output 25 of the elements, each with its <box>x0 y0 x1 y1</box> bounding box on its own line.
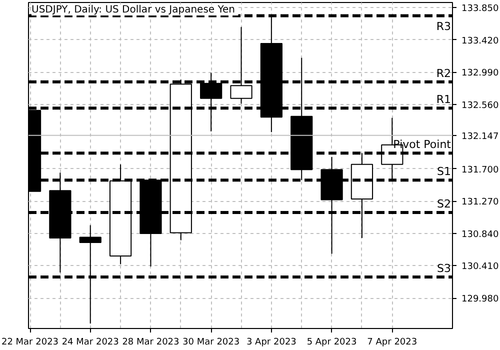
y-tick-label: 132.560 <box>462 100 499 111</box>
ref-line-label: R1 <box>436 93 452 106</box>
x-tick-label: 7 Apr 2023 <box>367 338 418 348</box>
y-tick-label: 130.410 <box>462 262 499 272</box>
ref-line-label: Pivot Point <box>393 138 452 152</box>
ref-line-label: R3 <box>436 20 452 33</box>
x-tick-label: 30 Mar 2023 <box>182 338 240 348</box>
ref-line-label: S2 <box>437 197 451 210</box>
y-tick-label: 132.990 <box>462 68 499 79</box>
y-tick-label: 129.980 <box>462 294 499 305</box>
y-tick-label: 131.270 <box>462 198 499 208</box>
x-tick-label: 24 Mar 2023 <box>62 338 119 348</box>
x-tick-label: 5 Apr 2023 <box>306 338 357 348</box>
x-tick-label: 3 Apr 2023 <box>246 338 296 348</box>
y-tick-label: 133.850 <box>462 4 499 14</box>
y-tick-label: 133.420 <box>462 36 499 46</box>
ref-line-label: R2 <box>436 66 452 80</box>
y-tick-label: 131.700 <box>462 165 499 176</box>
x-tick-label: 28 Mar 2023 <box>122 338 180 348</box>
chart-title: USDJPY, Daily: US Dollar vs Japanese Yen <box>32 4 236 16</box>
ref-line-label: S1 <box>437 165 451 178</box>
ref-line-label: 132.147 <box>462 132 499 142</box>
x-tick-label: 22 Mar 2023 <box>1 338 59 348</box>
ref-line-label: S3 <box>437 262 451 276</box>
y-tick-label: 130.840 <box>462 230 499 240</box>
